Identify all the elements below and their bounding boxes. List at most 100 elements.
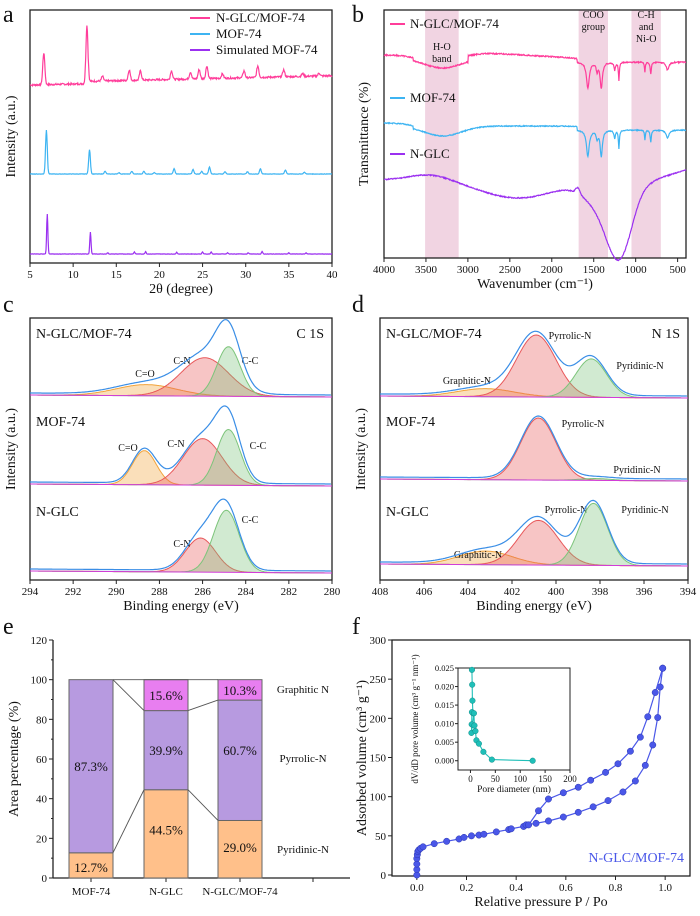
panel-f-x-tick-label: 0.0 [410,882,424,894]
panel-b-x-tick-label: 2000 [541,264,564,276]
panel-c-frame [29,317,333,581]
adsorption-point [649,741,657,749]
bar-segment-pyridinic-n [217,819,263,879]
bar-value-label: 60.7% [223,743,257,758]
sample-label: MOF-74 [386,415,435,430]
panel-label-e: e [3,614,14,640]
panel-label-d: d [352,292,364,318]
connector-line [187,699,219,712]
baseline [29,394,333,398]
component-fill [30,538,332,573]
panel-c-x-tick-label: 282 [281,586,298,598]
adsorption-point [545,817,552,825]
component-label: C-N [173,539,190,550]
component-fill [380,551,688,566]
desorption-point [602,768,610,776]
envelope-line [380,415,687,480]
connector-line [112,679,145,711]
panel-e-y-tick-label: 100 [31,675,48,687]
adsorption-point [468,832,475,840]
baseline [379,563,689,567]
band-label: group [582,22,605,33]
inset-point [529,757,536,764]
sample-label: N-GLC/MOF-74 [36,327,132,342]
component-fill [30,438,332,486]
band-label: Ni-O [636,34,657,45]
panel-f-y-tick-label: 50 [375,831,387,843]
baseline [379,478,689,482]
inset-x-tick-label: 50 [491,774,501,784]
panel-f-x-tick-label: 0.4 [509,882,523,894]
component-label: C-N [173,356,190,367]
y-axis-label: Transmittance (%) [357,82,372,186]
inset-point [480,748,487,755]
component-label: C-C [242,356,259,367]
inset-x-tick-label: 100 [513,774,527,784]
panel-b-x-tick-label: 3000 [457,264,480,276]
panel-e-y-tick-label: 120 [31,635,48,647]
component-label: Pyrrolic-N [545,505,588,516]
inset-point [471,722,478,729]
inset-y-label: dV/dD pore volume (cm³ g⁻¹ nm⁻¹) [410,654,420,783]
inset-frame [457,667,571,771]
connector-line [112,789,145,854]
component-label: Pyridinic-N [616,361,663,372]
adsorption-point [430,840,438,848]
inset-point [469,697,476,704]
panel-f-y-tick-label: 300 [370,635,387,647]
adsorption-point [492,828,500,836]
x-axis-label: Binding energy (eV) [123,599,239,614]
ftir-line-0 [383,51,687,91]
bar-value-label: 87.3% [74,759,108,774]
panel-f-y-tick-label: 250 [370,674,387,686]
band-highlight [578,10,608,258]
adsorption-point [460,833,468,841]
panel-b-x-tick-label: 2500 [499,264,522,276]
y-axis-label: Area percentage (%) [7,701,22,817]
panel-c-x-tick-label: 290 [108,586,125,598]
component-fill [380,520,688,566]
x-axis-label: Wavenumber (cm⁻¹) [477,277,593,292]
panel-c-x-tick-label: 288 [151,586,168,598]
inset-x-tick-label: 150 [538,774,552,784]
component-label: Graphitic-N [454,550,502,561]
adsorption-point [419,843,427,851]
panel-c-x-tick-label: 284 [237,586,254,598]
connector-line [187,789,219,821]
legend-label: N-GLC/MOF-74 [410,16,499,31]
sample-label: N-GLC/MOF-74 [386,327,482,342]
sample-annotation: N-GLC/MOF-74 [588,851,684,866]
panel-f-y-tick-label: 150 [370,753,387,765]
category-label: MOF-74 [72,886,111,898]
baseline [29,483,333,487]
bar-value-label: 15.6% [149,688,183,703]
band-label: C-H [638,10,655,21]
desorption-point [644,713,652,721]
envelope-line [30,319,331,396]
category-label: N-GLC/MOF-74 [202,886,278,898]
panel-a-x-tick-label: 40 [327,269,339,281]
adsorption-point [559,813,567,821]
x-axis-label: Relative pressure P / Po [474,895,607,910]
panel-d-x-tick-label: 408 [372,586,389,598]
panel-f-x-tick-label: 1.0 [658,882,672,894]
panel-d-x-tick-label: 404 [460,586,477,598]
panel-a-x-tick-label: 35 [283,269,295,281]
inset-y-tick-label: 0.000 [435,756,454,766]
panel-label-f: f [352,614,360,640]
panel-f: f 0.0 0.2 0.4 0.6 0.8 1.0 0 50 100 150 200 250 300 Rel… [352,614,691,910]
panel-b-frame [383,9,687,259]
adsorption-point [574,808,582,816]
desorption-point [574,783,582,791]
band-label: H-O [433,42,451,53]
component-label: C=O [135,369,155,380]
panel-f-y-tick-label: 100 [370,792,387,804]
component-label: Pyridinic-N [621,505,668,516]
component-fill [380,503,688,566]
adsorption-point [619,788,627,796]
core-level-label: C 1S [296,327,324,342]
panel-a-x-tick-label: 20 [154,269,166,281]
desorption-point [525,821,533,829]
